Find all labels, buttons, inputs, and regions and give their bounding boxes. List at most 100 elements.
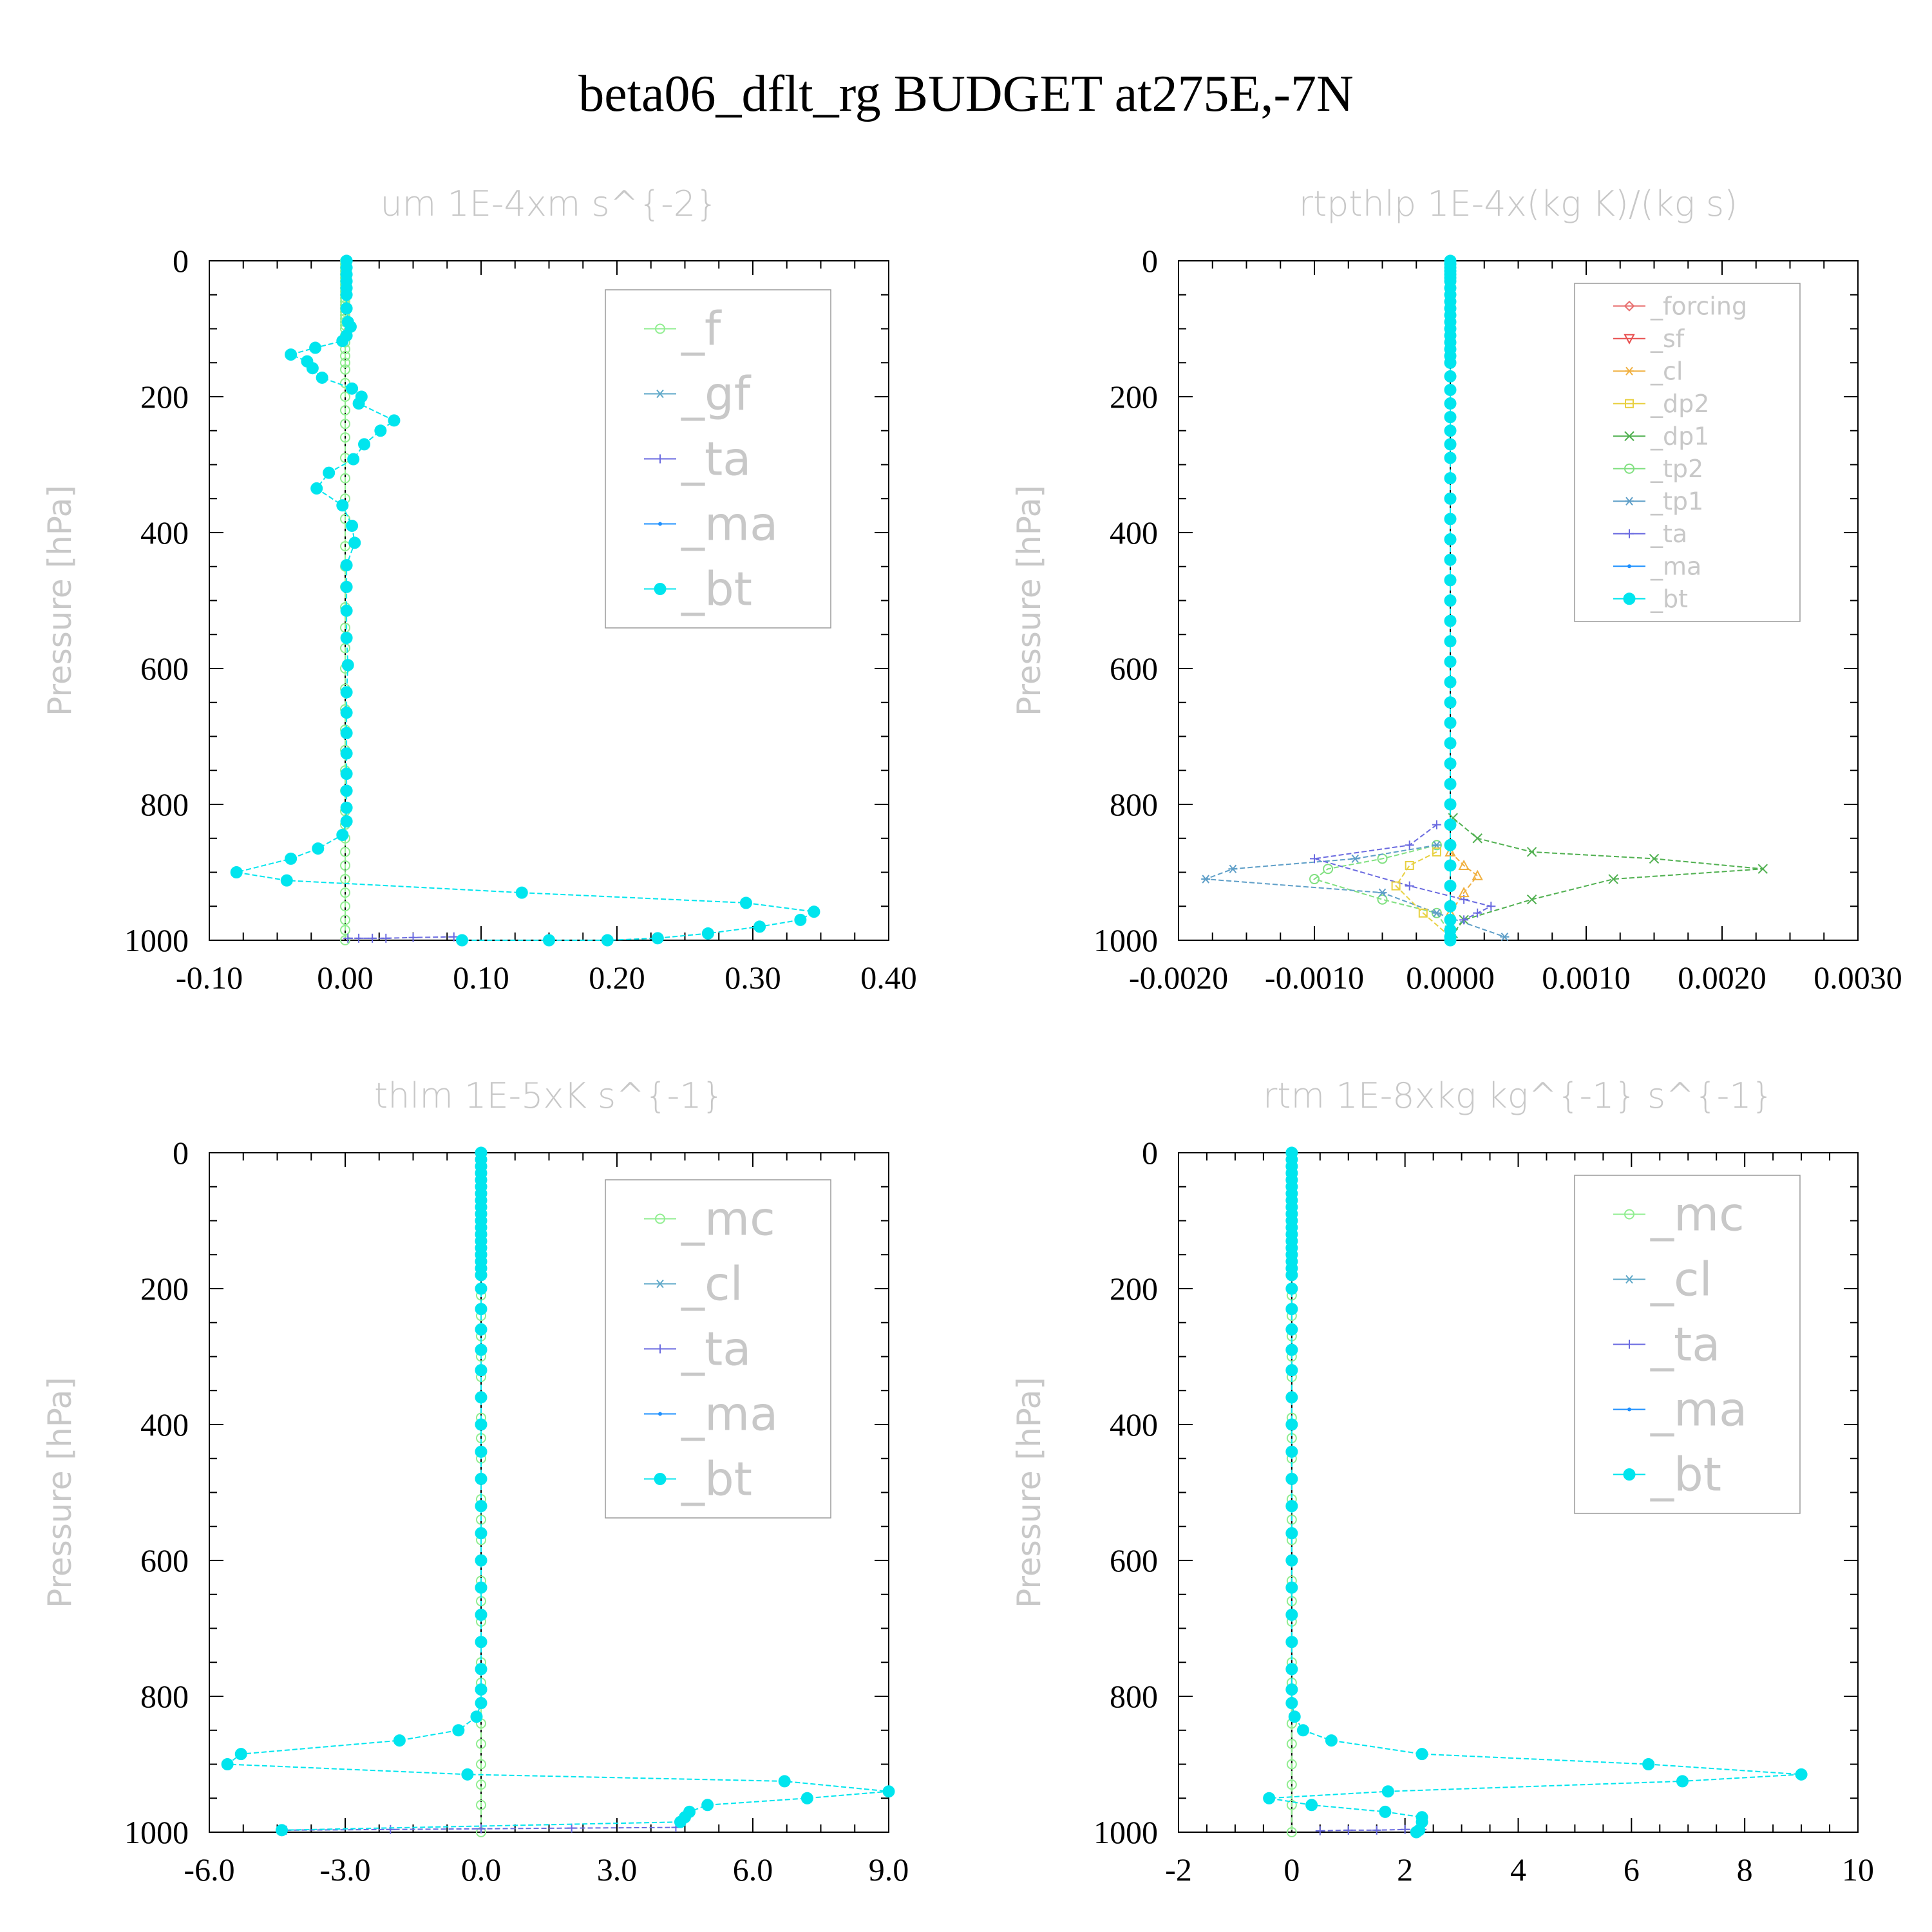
x-tick-label: -0.0010 (1265, 960, 1364, 996)
legend-label: _ta (681, 432, 751, 486)
data-point (1285, 1418, 1298, 1431)
data-point (1432, 847, 1441, 857)
data-point (1444, 913, 1457, 926)
data-point (1444, 472, 1457, 485)
data-point (1285, 1636, 1298, 1649)
data-point (778, 1775, 791, 1788)
data-point (1795, 1768, 1808, 1781)
series-bt (221, 1146, 895, 1837)
data-point (1286, 1827, 1297, 1837)
data-point (340, 801, 353, 814)
data-point (1350, 854, 1360, 864)
legend-marker (1625, 366, 1634, 375)
data-point (368, 933, 377, 943)
legend-label: _mc (681, 1192, 775, 1246)
data-point (354, 933, 364, 943)
x-tick-label: -0.10 (176, 960, 243, 996)
legend-label: _bt (681, 1452, 752, 1506)
series-line (1450, 851, 1479, 914)
data-point (340, 914, 350, 925)
data-point (701, 1799, 714, 1812)
x-tick-label: 0.00 (317, 960, 374, 996)
y-tick-label: 1000 (1094, 922, 1158, 958)
data-point (336, 499, 349, 512)
legend-label: _ta (681, 1322, 751, 1376)
legend-box (1574, 283, 1801, 622)
data-point (1444, 356, 1457, 369)
data-point (1444, 819, 1457, 831)
data-point (470, 1710, 483, 1723)
data-point (340, 604, 353, 617)
data-point (1444, 533, 1457, 546)
x-tick-label: 0.0010 (1542, 960, 1631, 996)
data-point (1391, 881, 1401, 891)
data-point (1444, 614, 1457, 627)
data-point (1379, 1805, 1392, 1818)
legend-box (605, 289, 831, 629)
data-point (309, 341, 322, 354)
data-point (340, 302, 353, 315)
legend: _mc _cl _ta _ma _bt (605, 1179, 831, 1519)
data-point (234, 1748, 247, 1761)
legend-marker (1625, 529, 1634, 538)
data-point (306, 362, 319, 375)
data-point (1649, 853, 1660, 864)
data-point (1381, 1785, 1394, 1798)
x-tick-label: 4 (1510, 1852, 1526, 1888)
figure-title: beta06_dflt_rg BUDGET at275E,-7N (578, 66, 1354, 122)
data-point (1444, 492, 1457, 505)
y-axis-label: Pressure [hPa] (1010, 485, 1048, 716)
data-point (475, 1554, 488, 1567)
data-point (475, 1663, 488, 1676)
data-point (701, 927, 714, 940)
data-point (340, 901, 350, 912)
data-point (452, 1724, 465, 1737)
data-point (1285, 1500, 1298, 1513)
legend-label: _sf (1650, 325, 1685, 353)
data-point (1444, 737, 1457, 750)
data-point (1444, 635, 1457, 648)
data-point (543, 934, 555, 947)
data-point (1444, 397, 1457, 410)
legend-label: _ma (1650, 1383, 1747, 1437)
data-point (1288, 1710, 1301, 1723)
data-point (461, 1768, 474, 1781)
data-point (1323, 864, 1334, 875)
data-point (276, 1824, 289, 1837)
data-point (381, 933, 391, 943)
panel-0: um 1E-4xm s^{-2} Pressure [hPa] 0 200 400 600… (41, 184, 917, 996)
y-tick-label: 200 (1110, 1271, 1158, 1307)
data-point (340, 846, 350, 857)
data-point (343, 933, 353, 943)
x-tick-label: 9.0 (869, 1852, 909, 1888)
y-axis-label: Pressure [hPa] (1010, 1377, 1048, 1608)
data-point (1343, 1825, 1353, 1835)
data-point (340, 350, 350, 361)
x-tick-label: 10 (1842, 1852, 1874, 1888)
x-tick-label: 0.0030 (1814, 960, 1902, 996)
y-tick-label: 1000 (1094, 1814, 1158, 1850)
data-point (1377, 894, 1388, 905)
data-point (230, 866, 243, 878)
panel-1: rtpthlp 1E-4x(kg K)/(kg s) Pressure [hPa]… (1010, 184, 1902, 996)
legend-marker (1627, 564, 1631, 569)
data-point (1444, 594, 1457, 607)
data-point (323, 466, 336, 479)
data-point (1444, 676, 1457, 688)
data-point (336, 334, 349, 347)
y-tick-label: 800 (1110, 786, 1158, 822)
data-point (1285, 1581, 1298, 1594)
data-point (1486, 902, 1496, 911)
panel-3: rtm 1E-8xkg kg^{-1} s^{-1} Pressure [hPa]… (1010, 1075, 1874, 1888)
data-point (1526, 847, 1537, 857)
data-point (1405, 881, 1414, 891)
data-point (1444, 411, 1457, 424)
data-point (1444, 424, 1457, 437)
panel-title: rtpthlp 1E-4x(kg K)/(kg s) (1299, 184, 1738, 224)
x-tick-label: 0 (1283, 1852, 1300, 1888)
series-dp2 (1391, 847, 1455, 942)
legend-label: _dp2 (1650, 390, 1709, 418)
legend-marker (655, 1213, 665, 1224)
data-point (1526, 894, 1537, 905)
